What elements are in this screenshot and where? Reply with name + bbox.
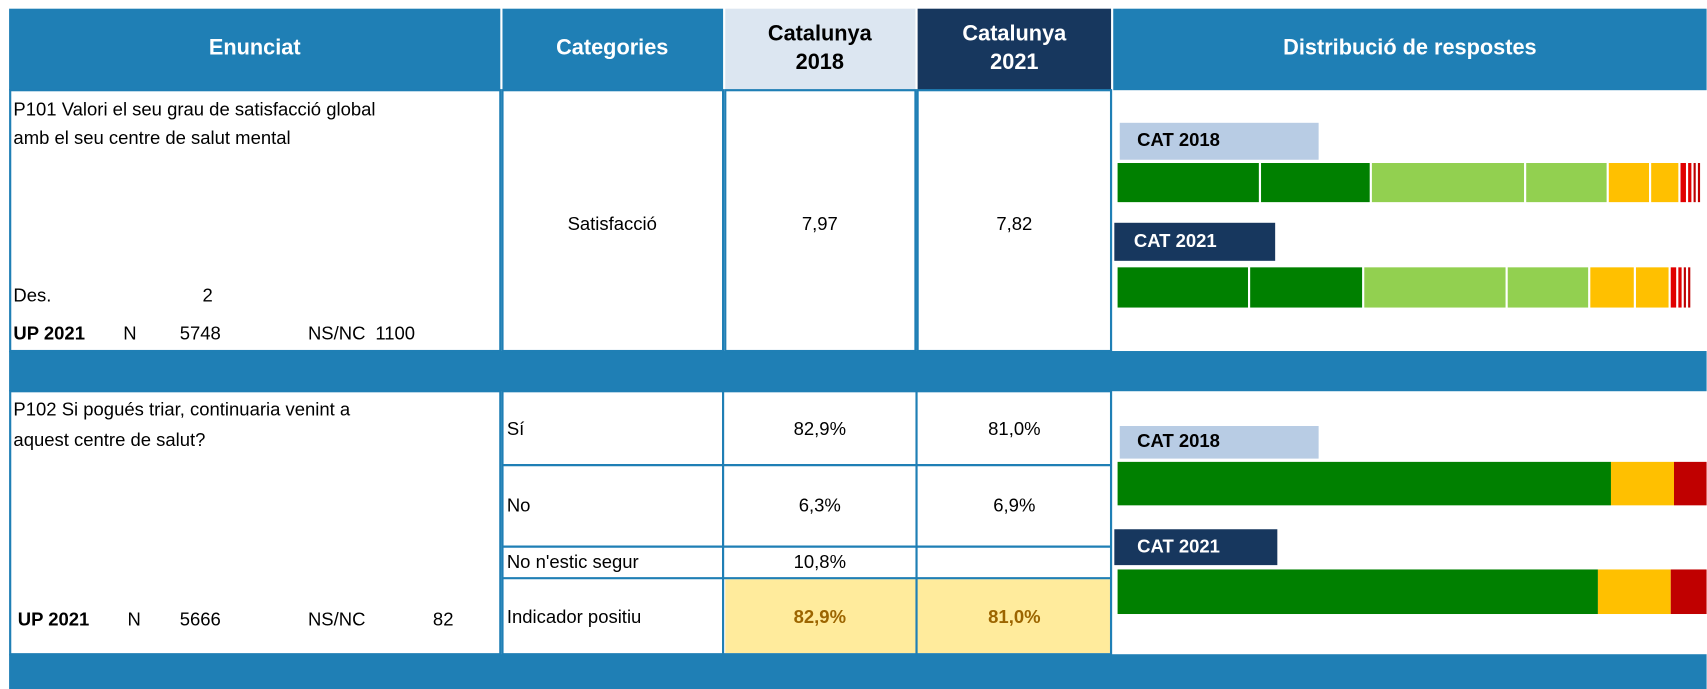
bar-segment (1683, 267, 1686, 308)
nsnc-label: NS/NC (308, 608, 365, 629)
header-label: Categories (556, 35, 668, 60)
question-text: aquest centre de salut? (13, 429, 205, 450)
header-label: 2021 (990, 49, 1038, 74)
bar-segment (1635, 267, 1669, 308)
up-label: UP 2021 (18, 608, 90, 629)
header-label: Enunciat (209, 35, 301, 60)
question-text: P101 Valori el seu grau de satisfacció g… (13, 99, 375, 120)
legend-box (1114, 222, 1276, 261)
value: 6,9% (993, 494, 1035, 515)
bar-segment (1117, 569, 1598, 615)
cell-border (501, 390, 1113, 656)
legend-box (1114, 529, 1278, 566)
distribution-graphics (1114, 122, 1707, 615)
bar-segment (1697, 163, 1701, 203)
category: Indicador positiu (507, 606, 641, 627)
bar-segment (1608, 163, 1650, 203)
header-cell (9, 8, 501, 91)
separator-band (9, 654, 1707, 689)
header-label: Catalunya (962, 21, 1067, 46)
n-label: N (123, 323, 136, 344)
bar-2018 (1117, 163, 1701, 203)
bar-2021 (1117, 267, 1691, 308)
legend-label: CAT 2021 (1137, 536, 1220, 557)
bar-segment (1507, 267, 1589, 308)
cell-border (724, 89, 917, 353)
category: Satisfacció (568, 213, 657, 234)
des-label: Des. (13, 285, 51, 306)
n-value: 5666 (180, 608, 221, 629)
bar-segment (1261, 163, 1370, 203)
legend-label: CAT 2018 (1137, 129, 1220, 150)
question-text: P102 Si pogués triar, continuaria venint… (13, 399, 350, 420)
value: 82,9% (794, 606, 846, 627)
header-label: 2018 (796, 49, 844, 74)
bar-segment (1678, 267, 1682, 308)
bar-segment (1651, 163, 1679, 203)
bar-2018 (1117, 461, 1707, 506)
legend-box (1119, 426, 1319, 459)
value: 7,97 (802, 213, 838, 234)
separator-band (9, 351, 1707, 392)
value: 7,82 (996, 213, 1032, 234)
value: 81,0% (988, 418, 1040, 439)
value: 81,0% (988, 606, 1040, 627)
header-label: Catalunya (768, 21, 873, 46)
cell-border (916, 89, 1113, 353)
bar-segment (1117, 461, 1611, 506)
legend-label: CAT 2021 (1134, 230, 1217, 251)
value: 10,8% (794, 551, 846, 572)
category: No (507, 494, 531, 515)
bar-segment (1693, 163, 1696, 203)
cell-border (9, 390, 502, 656)
nsnc-label: NS/NC (308, 323, 365, 344)
nsnc-value: 1100 (375, 323, 415, 344)
bar-segment (1673, 461, 1707, 506)
category: Sí (507, 418, 525, 439)
bar-segment (1597, 569, 1671, 615)
bar-2021 (1117, 569, 1707, 615)
des-value: 2 (203, 285, 213, 306)
borders (9, 89, 1113, 656)
n-value: 5748 (180, 323, 221, 344)
bar-segment (1526, 163, 1607, 203)
cell-border (501, 89, 725, 353)
bar-segment (1670, 569, 1707, 615)
up-label: UP 2021 (13, 323, 85, 344)
legend-box (1119, 122, 1319, 160)
bar-segment (1250, 267, 1363, 308)
header-cell (502, 8, 724, 91)
header-label: Distribució de respostes (1283, 35, 1536, 60)
bar-segment (1688, 267, 1691, 308)
bar-segment (1688, 163, 1692, 203)
bar-segment (1670, 267, 1677, 308)
bar-segment (1364, 267, 1506, 308)
bar-segment (1610, 461, 1674, 506)
cell-border (9, 89, 502, 353)
bar-segment (1117, 267, 1248, 308)
bar-segment (1371, 163, 1525, 203)
header-cell (725, 8, 916, 91)
bar-segment (1117, 163, 1259, 203)
nsnc-value: 82 (433, 608, 454, 629)
header-cell (917, 8, 1112, 91)
header-cell (1113, 8, 1707, 91)
bar-segment (1680, 163, 1686, 203)
category: No n'estic segur (507, 551, 639, 572)
question-text: amb el seu centre de salut mental (13, 127, 290, 148)
n-label: N (128, 608, 141, 629)
value: 82,9% (794, 418, 846, 439)
legend-label: CAT 2018 (1137, 430, 1220, 451)
bar-segment (1590, 267, 1634, 308)
value: 6,3% (799, 494, 841, 515)
